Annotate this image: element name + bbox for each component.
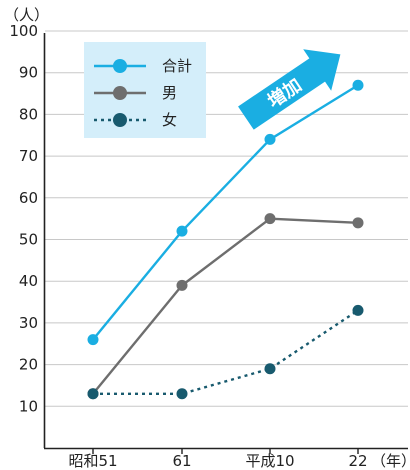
y-tick-label: 20 [19,356,38,374]
data-point [352,304,364,316]
legend-label: 男 [162,84,177,102]
arrow-group: 増加 [238,49,341,130]
series-line [92,217,359,395]
y-tick-label: 30 [19,314,38,332]
y-tick-label: 50 [19,231,38,249]
y-tick-label: 10 [19,397,38,415]
x-axis-unit: （年） [371,452,410,470]
data-point [352,217,364,229]
x-tick-label: 昭和51 [68,452,117,470]
increase-arrow-annotation: 増加 [238,49,341,130]
y-axis-ticks: 10 20 30 40 50 60 70 80 90 100 [9,22,38,415]
y-tick-label: 60 [19,189,38,207]
arrow-shape [238,49,341,130]
data-point [264,363,276,375]
data-point [87,388,99,400]
data-point [176,279,188,291]
data-point [352,79,364,91]
data-point [87,334,99,346]
legend-box [84,42,206,138]
series-line [92,84,359,341]
legend-marker [113,86,127,100]
series-line [93,309,359,395]
legend-marker [113,59,127,73]
x-tick-label: 平成10 [245,452,294,470]
legend-label: 合計 [162,57,192,75]
legend-label: 女 [162,111,177,129]
series-layer [87,79,364,400]
data-point [176,388,188,400]
data-point [264,213,276,225]
data-point [176,225,188,237]
data-point [264,133,276,145]
y-tick-label: 100 [9,22,38,40]
x-tick-label: 22 [348,452,367,470]
x-axis-ticks: 昭和51 61 平成10 22（年） [68,448,410,470]
legend-marker [113,113,127,127]
y-tick-label: 90 [19,64,38,82]
y-tick-label: 40 [19,272,38,290]
y-tick-label: 80 [19,105,38,123]
y-tick-label: 70 [19,147,38,165]
y-axis-unit: （人） [4,6,49,24]
x-tick-label: 61 [172,452,191,470]
